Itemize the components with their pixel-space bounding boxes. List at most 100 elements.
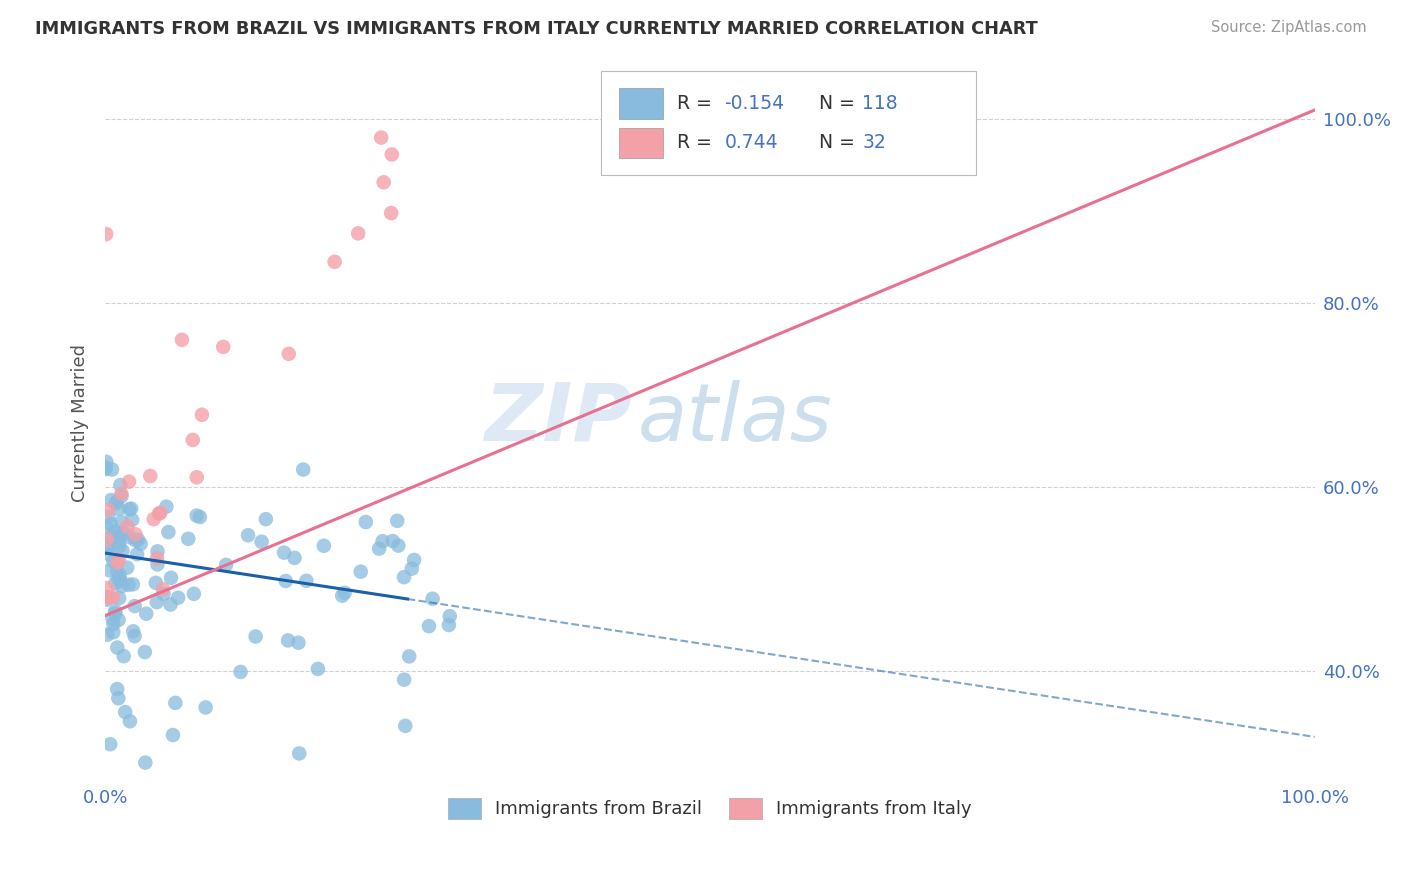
- Point: [274, 574, 297, 588]
- Point: [100, 548, 122, 562]
- Text: R =: R =: [678, 94, 718, 113]
- Point: [98, 563, 121, 577]
- Legend: Immigrants from Brazil, Immigrants from Italy: Immigrants from Brazil, Immigrants from …: [441, 790, 979, 826]
- Point: [110, 487, 132, 501]
- Point: [159, 598, 181, 612]
- Point: [124, 599, 146, 613]
- FancyBboxPatch shape: [619, 128, 662, 158]
- Point: [186, 470, 208, 484]
- Point: [100, 517, 122, 532]
- Point: [371, 534, 394, 549]
- Point: [392, 570, 415, 584]
- Point: [398, 649, 420, 664]
- Point: [105, 494, 128, 508]
- Point: [94, 590, 117, 604]
- Point: [120, 530, 142, 544]
- Point: [134, 645, 156, 659]
- Point: [380, 206, 402, 220]
- Point: [183, 587, 205, 601]
- Point: [101, 612, 124, 626]
- Point: [277, 347, 299, 361]
- Point: [110, 478, 132, 492]
- Point: [422, 591, 444, 606]
- Point: [387, 539, 409, 553]
- Text: 32: 32: [862, 134, 886, 153]
- Point: [307, 662, 329, 676]
- Point: [186, 508, 208, 523]
- Point: [167, 591, 190, 605]
- Point: [152, 582, 174, 596]
- Point: [101, 531, 124, 545]
- Point: [96, 520, 118, 534]
- Point: [101, 462, 124, 476]
- Point: [437, 618, 460, 632]
- Point: [97, 590, 120, 604]
- Point: [401, 561, 423, 575]
- Point: [142, 512, 165, 526]
- Point: [215, 558, 238, 572]
- Point: [114, 705, 136, 719]
- Text: N =: N =: [818, 94, 860, 113]
- Point: [439, 609, 461, 624]
- Point: [387, 514, 409, 528]
- Point: [312, 539, 335, 553]
- Point: [160, 571, 183, 585]
- Point: [117, 578, 139, 592]
- Point: [108, 535, 131, 549]
- Point: [105, 640, 128, 655]
- Point: [273, 546, 295, 560]
- Point: [152, 587, 174, 601]
- Point: [107, 556, 129, 570]
- Text: -0.154: -0.154: [724, 94, 785, 113]
- Point: [120, 501, 142, 516]
- Point: [107, 572, 129, 586]
- Point: [347, 227, 370, 241]
- Point: [104, 604, 127, 618]
- Point: [110, 574, 132, 588]
- Point: [124, 533, 146, 548]
- Point: [287, 635, 309, 649]
- Point: [107, 501, 129, 516]
- Point: [394, 719, 416, 733]
- Point: [368, 541, 391, 556]
- Point: [108, 568, 131, 582]
- Point: [121, 513, 143, 527]
- Point: [110, 525, 132, 540]
- Point: [114, 526, 136, 541]
- Point: [103, 590, 125, 604]
- Point: [110, 489, 132, 503]
- Y-axis label: Currently Married: Currently Married: [72, 343, 89, 501]
- Point: [146, 544, 169, 558]
- Point: [177, 532, 200, 546]
- FancyBboxPatch shape: [602, 71, 976, 175]
- Point: [107, 691, 129, 706]
- Point: [96, 592, 118, 607]
- Point: [107, 552, 129, 566]
- Point: [100, 493, 122, 508]
- Point: [165, 696, 187, 710]
- Point: [124, 629, 146, 643]
- Point: [112, 649, 135, 664]
- Point: [157, 525, 180, 540]
- Point: [323, 254, 346, 268]
- Point: [392, 673, 415, 687]
- Point: [418, 619, 440, 633]
- Point: [135, 607, 157, 621]
- Point: [155, 500, 177, 514]
- Point: [373, 175, 395, 189]
- Point: [104, 524, 127, 539]
- Point: [229, 665, 252, 679]
- Point: [94, 462, 117, 476]
- Point: [134, 756, 156, 770]
- Text: 0.744: 0.744: [724, 134, 778, 153]
- Point: [108, 540, 131, 554]
- Point: [404, 553, 426, 567]
- Point: [96, 541, 118, 555]
- Text: IMMIGRANTS FROM BRAZIL VS IMMIGRANTS FROM ITALY CURRENTLY MARRIED CORRELATION CH: IMMIGRANTS FROM BRAZIL VS IMMIGRANTS FRO…: [35, 20, 1038, 37]
- Point: [118, 502, 141, 516]
- Point: [96, 590, 118, 604]
- Point: [181, 433, 204, 447]
- FancyBboxPatch shape: [619, 88, 662, 119]
- Point: [96, 455, 118, 469]
- Point: [139, 469, 162, 483]
